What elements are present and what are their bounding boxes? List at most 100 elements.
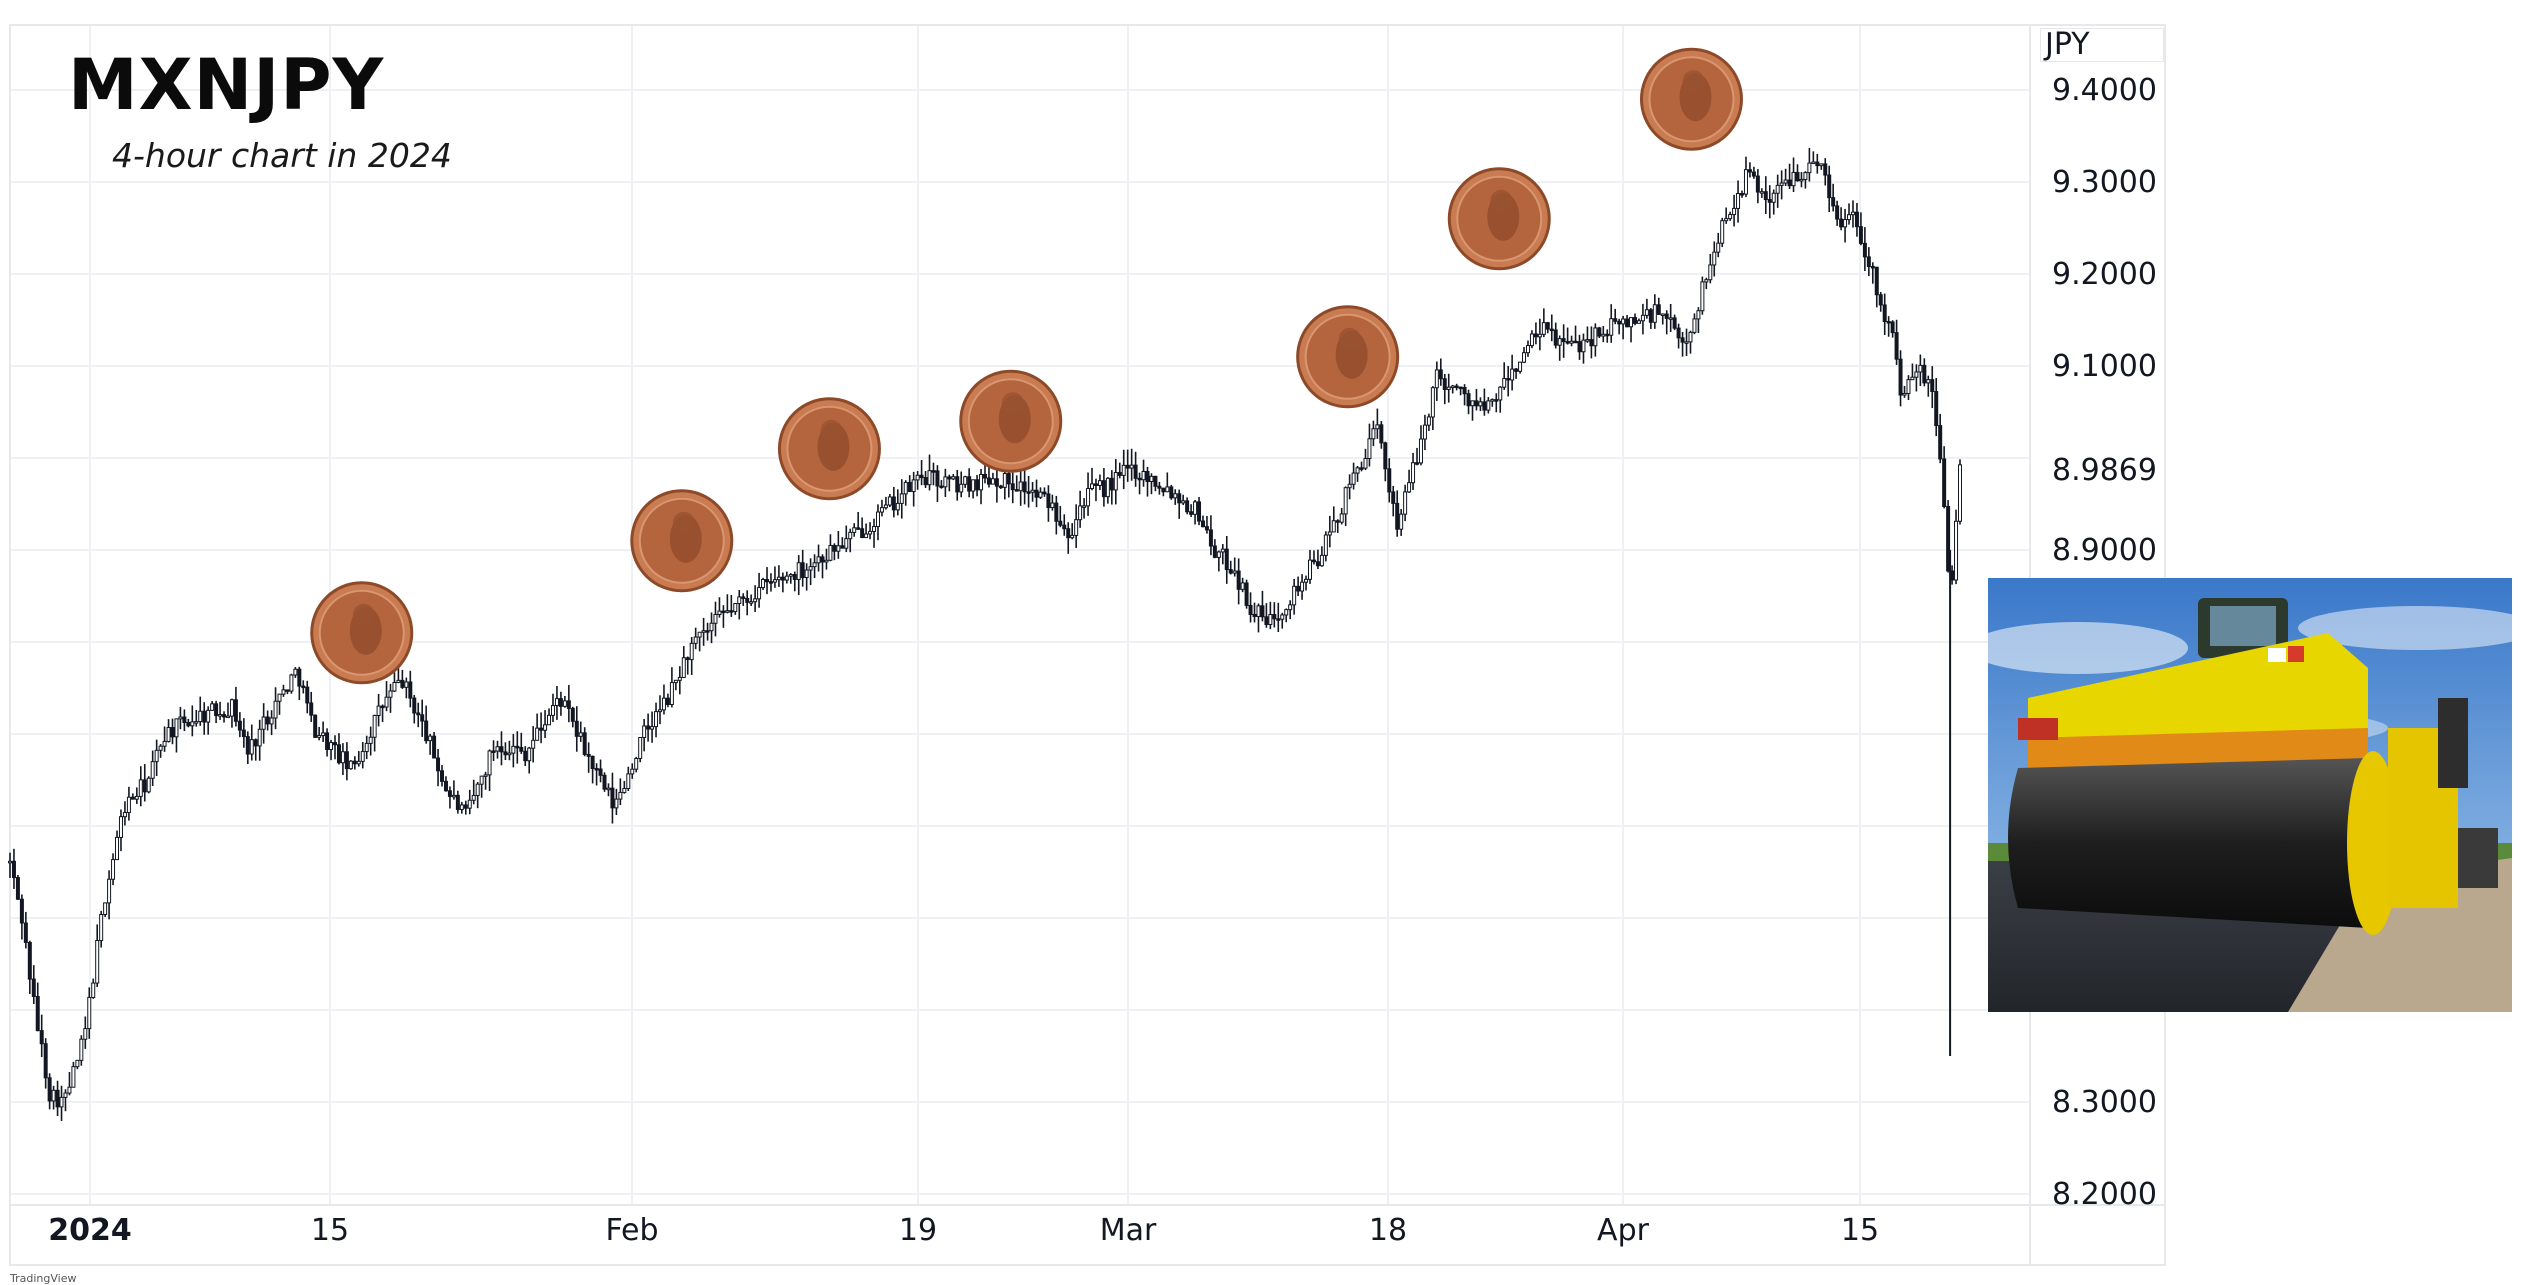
- candle-body: [1430, 387, 1435, 418]
- time-tick-label: 2024: [48, 1213, 132, 1248]
- candle-body: [499, 746, 504, 753]
- candle-body: [1529, 333, 1534, 347]
- candle-body: [198, 710, 203, 723]
- candle-body: [673, 679, 678, 684]
- penny-portrait-head: [352, 603, 375, 626]
- chart-title: MXNJPY: [68, 44, 385, 126]
- candle-body: [182, 716, 187, 724]
- candle-body: [15, 877, 20, 900]
- candle-body: [1185, 500, 1190, 513]
- candle-body: [1351, 472, 1356, 485]
- candle-body: [1315, 561, 1320, 567]
- candle-body: [1577, 341, 1582, 353]
- candle-body: [523, 750, 528, 762]
- currency-unit-label[interactable]: JPY: [2040, 28, 2164, 62]
- candle-body: [1704, 279, 1709, 283]
- candle-body: [971, 479, 976, 492]
- candle-body: [1847, 214, 1852, 221]
- candle-body: [531, 739, 536, 749]
- candle-body: [1751, 171, 1756, 177]
- candle-body: [749, 601, 754, 604]
- candle-body: [907, 481, 912, 493]
- price-tick-label: 9.2000: [2052, 257, 2157, 292]
- candle-body: [768, 581, 773, 584]
- candle-body: [1680, 337, 1685, 343]
- candle-body: [963, 476, 968, 485]
- candle-body: [1082, 505, 1087, 508]
- candle-body: [1553, 329, 1558, 346]
- candle-body: [562, 700, 567, 707]
- candle-body: [1117, 471, 1122, 476]
- candle-body: [83, 1028, 88, 1040]
- candle-body: [396, 679, 401, 683]
- candle-body: [67, 1086, 72, 1094]
- candle-body: [1189, 511, 1194, 515]
- candle-body: [1256, 605, 1261, 617]
- candle-body: [1161, 487, 1166, 493]
- penny-portrait-head: [672, 511, 695, 534]
- candle-body: [927, 470, 932, 486]
- candle-body: [333, 742, 337, 746]
- candle-body: [1367, 438, 1372, 460]
- candle-body: [757, 587, 762, 600]
- candle-body: [229, 699, 234, 717]
- candle-body: [1407, 482, 1412, 493]
- candle-body: [566, 700, 571, 709]
- candle-body: [174, 718, 179, 738]
- penny-coin-icon: [959, 369, 1063, 473]
- candle-body: [1308, 559, 1312, 580]
- candle-body: [1514, 368, 1519, 372]
- candle-body: [1359, 467, 1364, 470]
- price-tick-label: 9.1000: [2052, 349, 2157, 384]
- candle-body: [166, 727, 171, 742]
- candle-body: [1946, 505, 1951, 572]
- candle-body: [947, 476, 952, 480]
- candle-body: [1755, 175, 1760, 193]
- candle-body: [1244, 582, 1249, 606]
- candle-body: [1252, 613, 1257, 617]
- candle-body: [1605, 333, 1610, 337]
- candle-body: [1454, 385, 1459, 389]
- candle-body: [1375, 424, 1380, 430]
- candle-body: [558, 698, 563, 707]
- candle-body: [1593, 327, 1598, 347]
- candle-body: [1878, 294, 1883, 306]
- candle-body: [868, 530, 873, 535]
- candle-body: [1169, 486, 1174, 499]
- candle-body: [245, 736, 250, 755]
- candle-body: [1906, 379, 1911, 394]
- candle-body: [1458, 386, 1463, 390]
- candle-body: [1363, 458, 1368, 469]
- candle-body: [1482, 401, 1487, 411]
- candle-body: [1311, 559, 1316, 563]
- candle-body: [356, 760, 361, 765]
- candle-body: [1811, 161, 1816, 165]
- candle-body: [146, 777, 151, 793]
- candle-body: [91, 982, 96, 998]
- candle-body: [1819, 163, 1824, 167]
- candle-body: [1006, 473, 1011, 485]
- candle-body: [570, 707, 575, 722]
- candle-body: [1625, 318, 1630, 328]
- candle-body: [1720, 220, 1725, 244]
- candle-body: [408, 681, 413, 699]
- candle-body: [792, 573, 797, 580]
- candle-body: [761, 579, 766, 589]
- candle-body: [1319, 554, 1324, 567]
- candle-body: [27, 941, 32, 980]
- penny-coin-icon: [630, 489, 734, 593]
- tradingview-logo[interactable]: TradingView: [10, 1272, 77, 1285]
- candle-body: [943, 476, 948, 488]
- candle-body: [115, 836, 120, 861]
- candle-body: [1224, 548, 1229, 571]
- candle-body: [503, 751, 508, 756]
- candle-body: [626, 773, 631, 790]
- candle-body: [1581, 339, 1586, 353]
- last-price-label: 8.9869: [2052, 453, 2157, 488]
- candle-body: [1636, 320, 1641, 324]
- candle-body: [1712, 251, 1717, 266]
- candle-body: [990, 478, 995, 485]
- candle-body: [1208, 529, 1213, 547]
- candle-body: [701, 630, 706, 633]
- candle-body: [99, 914, 104, 942]
